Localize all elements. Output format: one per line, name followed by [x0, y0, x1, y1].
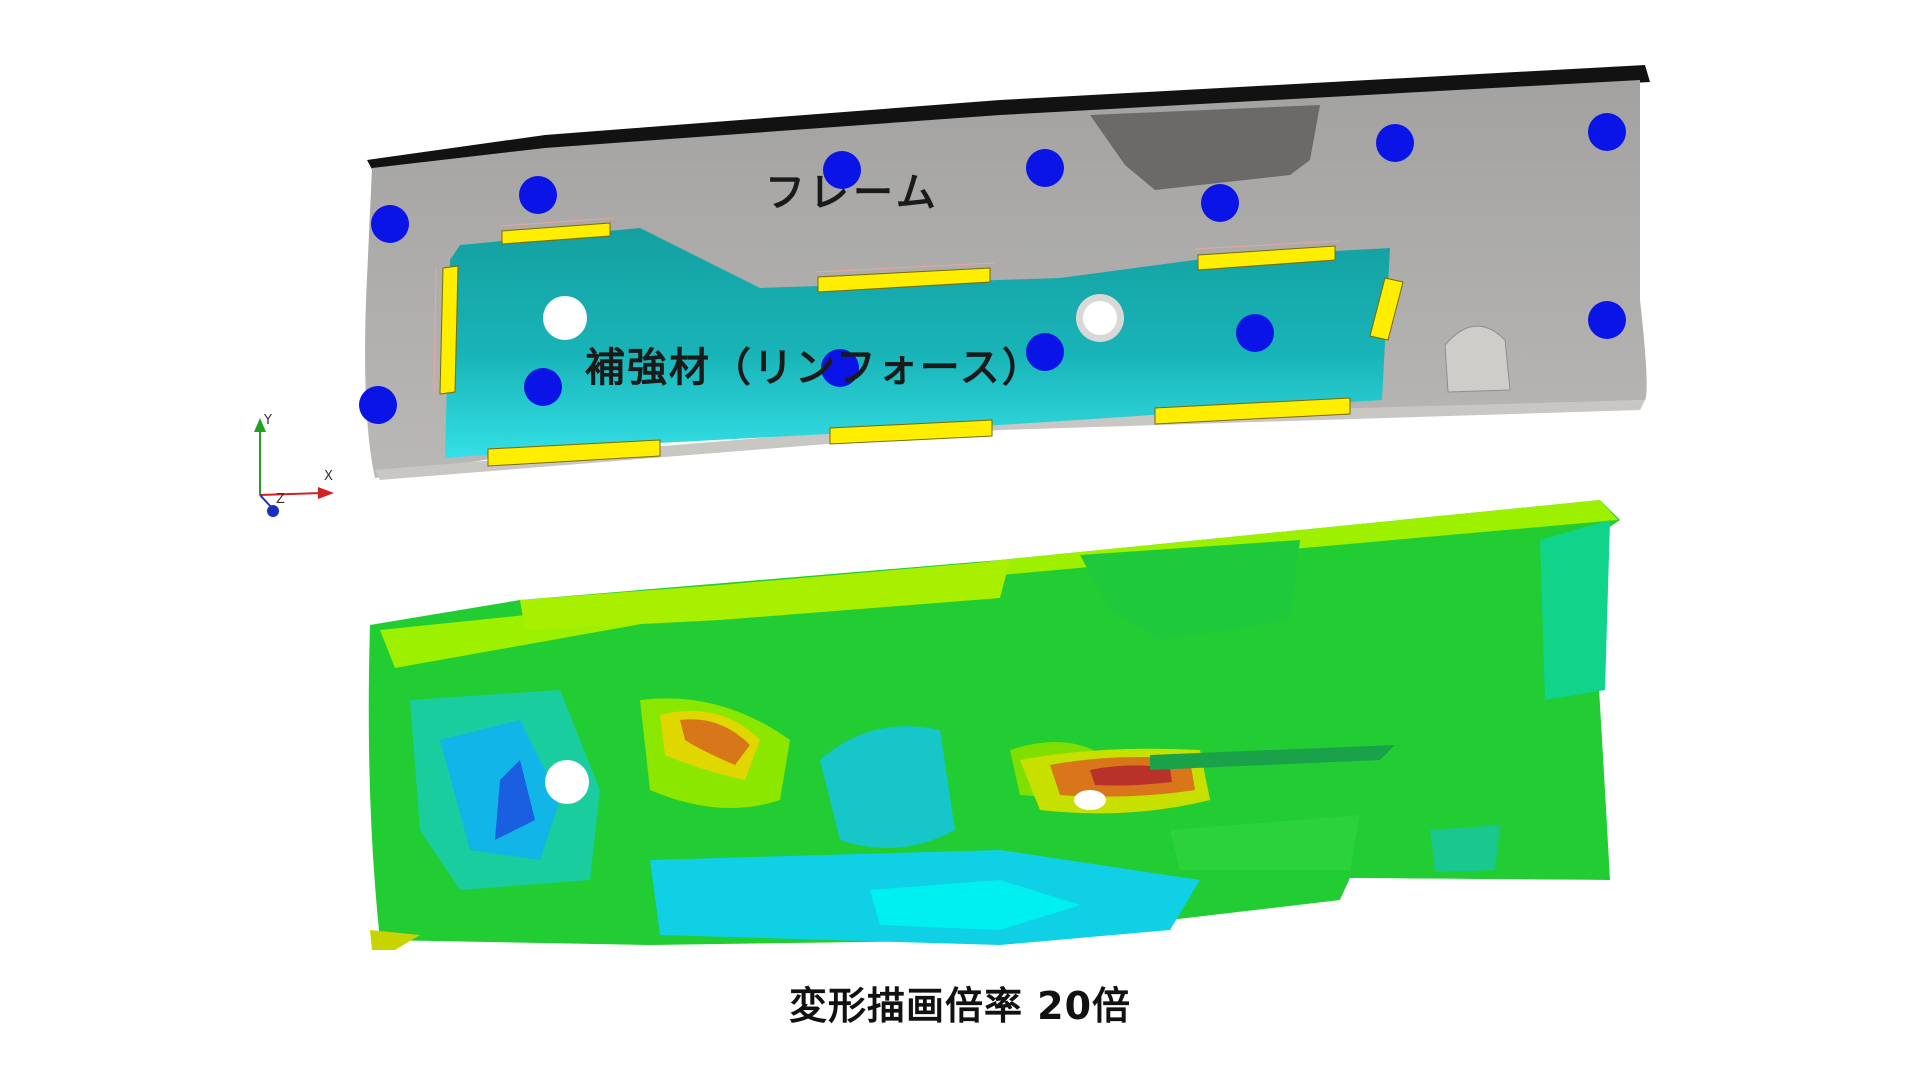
weld-strip [501, 222, 611, 245]
frame-dark-pocket [1090, 105, 1320, 190]
weld-strip [829, 419, 993, 445]
constraint-point [371, 205, 409, 243]
constraint-point [519, 176, 557, 214]
constraint-point [359, 386, 397, 424]
frame-top-flange [367, 65, 1650, 175]
constraint-point [1376, 124, 1414, 162]
deformed-hole-right [1074, 790, 1106, 810]
constraint-point [1236, 314, 1274, 352]
frame-label: フレーム [765, 170, 940, 216]
reinforcement-part[interactable] [445, 228, 1390, 458]
reinforcement-label: 補強材（リンフォース） [585, 345, 1044, 391]
weld-strip [439, 265, 459, 395]
deformation-scale-caption: 変形描画倍率 20倍 [788, 984, 1132, 1028]
constraint-point [1201, 184, 1239, 222]
axis-triad [254, 418, 334, 517]
weld-strip [817, 267, 991, 293]
constraint-points [359, 113, 1626, 424]
constraint-point [821, 349, 859, 387]
frame-lower-lip [375, 400, 1645, 480]
weld-strips [433, 217, 1404, 467]
frame-bump [1444, 325, 1511, 393]
weld-strip [1197, 245, 1336, 271]
deformed-contour-model[interactable] [368, 500, 1620, 950]
constraint-point [1588, 113, 1626, 151]
constraint-point [1026, 333, 1064, 371]
deformed-hole-left [545, 760, 589, 804]
reinforcement-hole-left [543, 296, 587, 340]
weld-strip [1154, 397, 1351, 425]
weld-strip [487, 439, 661, 467]
reinforcement-plate [445, 228, 1390, 458]
weld-strip [1369, 277, 1404, 341]
constraint-point [1026, 149, 1064, 187]
constraint-point [1588, 301, 1626, 339]
constraint-point [823, 151, 861, 189]
constraint-point [524, 368, 562, 406]
